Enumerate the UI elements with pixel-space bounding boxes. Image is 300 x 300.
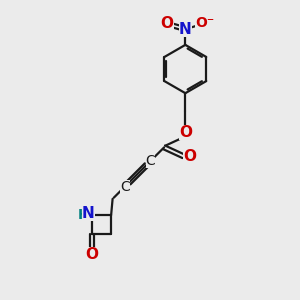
Text: O: O [183,149,196,164]
Text: H: H [77,208,89,222]
Text: O: O [160,16,174,31]
Text: O: O [179,125,192,140]
Text: O⁻: O⁻ [195,16,215,30]
Text: N: N [179,22,192,37]
Text: N: N [82,206,95,221]
Text: C: C [146,154,155,168]
Text: C: C [120,180,130,194]
Text: O: O [85,247,98,262]
